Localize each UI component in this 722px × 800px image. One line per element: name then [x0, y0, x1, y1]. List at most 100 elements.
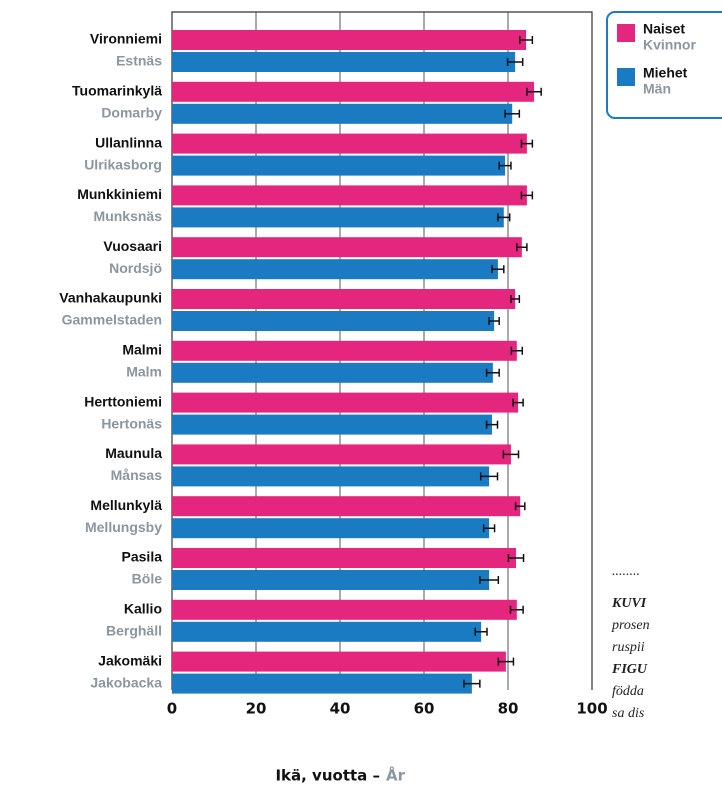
side-note: ruspii — [612, 640, 645, 655]
legend-label-sv: Män — [643, 81, 671, 97]
error-bar — [491, 265, 505, 274]
category-label: Ullanlinna — [95, 134, 162, 150]
x-tick-label: 100 — [576, 700, 607, 718]
bar — [172, 518, 490, 539]
category-label-sv: Ulrikasborg — [84, 156, 162, 172]
bar — [172, 340, 517, 361]
bar — [172, 133, 527, 154]
legend-swatch — [617, 24, 635, 42]
bar — [172, 103, 513, 124]
bar — [172, 362, 493, 383]
bar — [172, 466, 490, 487]
error-bar — [497, 657, 515, 666]
bar — [172, 52, 516, 72]
side-note: födda — [612, 684, 644, 699]
bar — [172, 599, 517, 620]
error-bar — [526, 87, 542, 96]
category-label: Vironniemi — [90, 31, 162, 47]
side-note: FIGU — [611, 662, 648, 677]
category-label-sv: Malm — [126, 364, 162, 380]
bar — [172, 289, 516, 309]
x-tick-label: 80 — [498, 700, 519, 718]
error-bar — [504, 109, 521, 118]
error-bar — [497, 213, 511, 222]
error-bar — [514, 502, 526, 511]
category-label: Vanhakaupunki — [59, 290, 162, 306]
bar — [172, 651, 506, 672]
error-bar — [488, 317, 500, 325]
error-bar — [485, 368, 500, 377]
error-bar — [512, 398, 524, 407]
side-note: prosen — [611, 618, 650, 633]
x-tick-label: 20 — [246, 700, 267, 718]
error-bar — [506, 58, 524, 66]
category-label: Malmi — [122, 342, 162, 358]
category-label-sv: Böle — [132, 571, 163, 587]
error-bar — [519, 36, 534, 44]
error-bar — [474, 627, 488, 636]
error-bar — [516, 243, 528, 252]
bar — [172, 155, 506, 176]
category-label: Herttoniemi — [84, 393, 162, 409]
error-bar — [510, 295, 521, 303]
error-bar — [520, 139, 534, 148]
category-label-sv: Jakobacka — [90, 674, 162, 690]
bar — [172, 444, 511, 465]
category-label-sv: Estnäs — [116, 53, 162, 69]
category-label-sv: Berghäll — [106, 623, 162, 639]
error-bar — [509, 605, 524, 614]
category-label-sv: Munksnäs — [94, 208, 163, 224]
category-label: Tuomarinkylä — [72, 83, 162, 99]
error-bar — [510, 346, 524, 355]
category-label-sv: Nordsjö — [109, 260, 162, 276]
bar — [172, 311, 495, 331]
bar — [172, 207, 504, 228]
error-bar — [482, 524, 496, 533]
error-bar — [507, 554, 525, 562]
error-bar — [479, 576, 500, 584]
x-axis-label-sv: År — [386, 766, 406, 785]
legend-label: Miehet — [643, 65, 688, 81]
error-bar — [520, 191, 534, 200]
side-note: sa dis — [612, 706, 645, 721]
legend-box — [606, 11, 722, 119]
category-label: Vuosaari — [103, 238, 162, 254]
legend-label-sv: Kvinnor — [643, 37, 696, 53]
category-label: Munkkiniemi — [77, 186, 162, 202]
bar — [172, 30, 527, 50]
bar — [172, 392, 519, 413]
bar — [172, 185, 527, 206]
category-label-sv: Månsas — [111, 467, 163, 483]
x-axis-label: Ikä, vuotta – — [275, 767, 380, 785]
error-bar — [498, 161, 512, 170]
x-tick-label: 40 — [330, 700, 351, 718]
error-bar — [463, 679, 481, 688]
x-tick-label: 60 — [414, 700, 435, 718]
legend-swatch — [617, 68, 635, 86]
bar — [172, 259, 498, 280]
category-label: Jakomäki — [98, 652, 162, 668]
category-label: Pasila — [122, 549, 163, 565]
error-bar — [485, 420, 499, 429]
legend-label: Naiset — [643, 21, 685, 37]
bar — [172, 570, 490, 590]
bar — [172, 81, 535, 102]
category-label-sv: Hertonäs — [101, 415, 162, 431]
bar — [172, 414, 493, 435]
category-label-sv: Mellungsby — [85, 519, 162, 535]
error-bar — [502, 450, 520, 459]
category-label-sv: Gammelstaden — [62, 312, 162, 328]
category-label-sv: Domarby — [101, 105, 162, 121]
x-tick-label: 0 — [167, 700, 177, 718]
bar — [172, 548, 516, 568]
bar — [172, 621, 482, 642]
bar — [172, 237, 522, 258]
category-label: Maunula — [105, 445, 162, 461]
side-note: ........ — [612, 564, 640, 579]
category-label: Mellunkylä — [90, 497, 162, 513]
bar — [172, 496, 521, 517]
error-bar — [479, 472, 499, 481]
bar — [172, 673, 472, 694]
